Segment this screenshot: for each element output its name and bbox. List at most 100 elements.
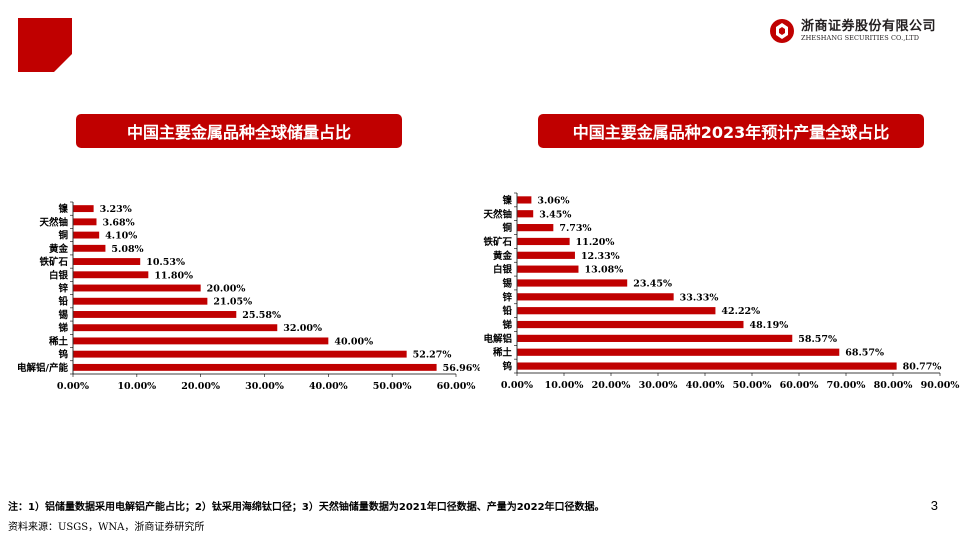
logo-mark-icon <box>769 19 794 43</box>
data-label: 68.57% <box>845 348 884 359</box>
x-tick-label: 30.00% <box>245 381 284 392</box>
category-label: 钨 <box>58 349 68 361</box>
data-label: 48.19% <box>749 320 788 331</box>
x-tick-label: 20.00% <box>181 381 220 392</box>
bar <box>517 320 744 329</box>
bar <box>517 279 628 287</box>
data-label: 52.27% <box>413 350 452 361</box>
data-label: 3.23% <box>100 204 132 215</box>
category-label: 镍 <box>58 203 68 215</box>
data-label: 12.33% <box>581 251 620 262</box>
data-label: 21.05% <box>213 297 252 308</box>
data-label: 20.00% <box>207 284 246 295</box>
data-label: 25.58% <box>242 310 281 321</box>
bar <box>517 265 579 273</box>
category-label: 镍 <box>502 194 512 206</box>
data-label: 10.53% <box>146 257 185 268</box>
category-label: 白银 <box>49 269 69 281</box>
x-tick-label: 90.00% <box>921 380 960 391</box>
category-label: 天然铀 <box>39 216 68 228</box>
bar <box>517 334 793 342</box>
data-label: 3.06% <box>537 195 569 206</box>
bar <box>73 297 208 305</box>
chart-title-production: 中国主要金属品种2023年预计产量全球占比 <box>538 114 924 148</box>
company-name-en: ZHESHANG SECURITIES CO.,LTD <box>800 34 920 43</box>
bar <box>517 237 570 246</box>
x-tick-label: 40.00% <box>686 380 725 391</box>
bar <box>73 324 278 332</box>
bar <box>73 284 201 292</box>
data-label: 80.77% <box>903 362 942 373</box>
chart-title-reserves: 中国主要金属品种全球储量占比 <box>76 114 402 148</box>
category-label: 铅 <box>58 296 68 308</box>
x-tick-label: 30.00% <box>639 380 678 391</box>
x-tick-label: 10.00% <box>117 381 156 392</box>
category-label: 电解铝/产能 <box>17 362 68 374</box>
category-label: 锌 <box>58 283 68 295</box>
x-tick-label: 70.00% <box>827 380 866 391</box>
data-label: 11.80% <box>154 270 193 281</box>
data-label: 13.08% <box>584 265 623 276</box>
reserves-bar-chart: 镍 3.23% 天然铀 3.68% 铜 4.10% 黄金 5.08% 铁矿石 10.53% 白银 11… <box>17 201 480 392</box>
bar <box>73 350 407 358</box>
bar <box>73 218 97 226</box>
category-label: 锡 <box>502 278 512 290</box>
data-label: 40.00% <box>334 336 373 347</box>
data-label: 23.45% <box>633 279 672 290</box>
bar <box>73 271 149 279</box>
x-tick-label: 80.00% <box>874 380 913 391</box>
category-label: 稀土 <box>493 347 513 359</box>
category-label: 锌 <box>502 291 512 303</box>
category-label: 天然铀 <box>483 208 512 220</box>
bar <box>517 293 674 301</box>
data-label: 7.73% <box>559 223 591 234</box>
bar <box>73 337 329 345</box>
bar <box>73 244 106 252</box>
data-label: 3.68% <box>102 217 134 228</box>
x-tick-label: 60.00% <box>437 381 476 392</box>
category-label: 黄金 <box>49 243 69 255</box>
category-label: 铜 <box>502 222 512 234</box>
bar <box>73 231 100 239</box>
footnote: 注：1）铝储量数据采用电解铝产能占比；2）钛采用海绵钛口径；3）天然铀储量数据为… <box>8 502 605 513</box>
x-tick-label: 50.00% <box>733 380 772 391</box>
data-label: 11.20% <box>576 237 615 248</box>
x-tick-label: 10.00% <box>545 380 584 391</box>
data-label: 4.10% <box>105 231 137 242</box>
data-label: 33.33% <box>680 292 719 303</box>
bar <box>517 210 534 218</box>
bar <box>517 251 575 259</box>
bar <box>517 224 554 232</box>
category-label: 黄金 <box>493 250 513 262</box>
bar <box>517 362 897 370</box>
bar <box>73 205 94 213</box>
category-label: 铜 <box>58 230 68 242</box>
x-tick-label: 50.00% <box>373 381 412 392</box>
page-number: 3 <box>930 498 938 513</box>
category-label: 稀土 <box>49 335 69 347</box>
data-label: 3.45% <box>539 209 571 220</box>
bar <box>517 348 840 356</box>
category-label: 铅 <box>502 305 512 317</box>
data-source: 资料来源：USGS，WNA，浙商证券研究所 <box>8 522 205 533</box>
category-label: 电解铝 <box>483 333 512 345</box>
x-tick-label: 60.00% <box>780 380 819 391</box>
bar <box>73 258 141 265</box>
company-logo: 浙商证券股份有限公司 ZHESHANG SECURITIES CO.,LTD <box>769 16 936 46</box>
category-label: 铁矿石 <box>39 256 68 268</box>
company-name-cn: 浙商证券股份有限公司 <box>800 19 936 35</box>
data-label: 32.00% <box>283 323 322 334</box>
production-bar-chart: 镍 3.06% 天然铀 3.45% 铜 7.73% 铁矿石 11.20% 黄金 12.33% 白银 1… <box>483 192 960 391</box>
x-tick-label: 0.00% <box>501 380 533 391</box>
category-label: 钨 <box>502 361 512 373</box>
x-tick-label: 40.00% <box>309 381 348 392</box>
bar <box>517 307 716 315</box>
category-label: 铁矿石 <box>483 236 512 248</box>
category-label: 锑 <box>502 319 512 331</box>
category-label: 锑 <box>58 322 68 334</box>
bar <box>73 363 437 371</box>
data-label: 5.08% <box>111 244 143 255</box>
data-label: 58.57% <box>798 334 837 345</box>
category-label: 锡 <box>58 309 68 321</box>
bar <box>73 311 237 318</box>
